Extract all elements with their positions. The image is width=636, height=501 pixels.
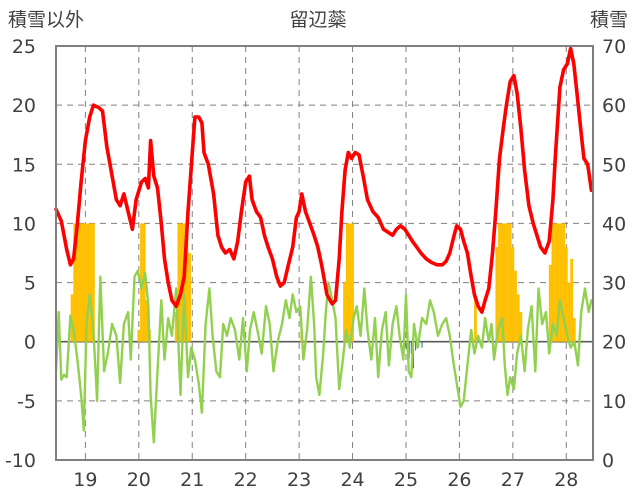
x-tick-label: 21 [180,469,204,491]
right-tick-label: 30 [602,273,626,295]
orange-bar [503,223,507,342]
right-tick-label: 50 [602,154,626,176]
right-tick-label: 60 [602,95,626,117]
right-tick-label: 10 [602,391,626,413]
orange-bar [548,264,552,342]
orange-bar [562,223,566,342]
orange-bar [86,223,90,342]
left-tick-label: 5 [24,273,36,295]
right-tick-label: 70 [602,36,626,58]
orange-bar [572,318,576,342]
plot-frame [55,45,594,461]
orange-bar [92,223,95,342]
blue-bar [408,341,410,359]
bar-series [70,223,576,369]
x-tick-label: 25 [394,469,418,491]
left-axis-ticks: -10 -5 0 5 10 15 20 25 [5,36,36,472]
orange-bar [567,282,571,342]
orange-bar [559,223,563,342]
orange-bar [137,329,141,342]
x-axis-ticks: 19 20 21 22 23 24 25 26 27 28 [73,469,578,491]
x-tick-label: 19 [73,469,97,491]
orange-bar [142,223,146,342]
right-tick-label: 0 [602,450,614,472]
orange-bar [78,223,82,342]
orange-bar [516,294,520,342]
orange-bar [185,223,189,342]
orange-bar [514,270,517,342]
blue-bar [410,341,412,354]
orange-bar [345,223,349,342]
right-axis-ticks: 0 10 20 30 40 50 60 70 [602,36,626,472]
orange-bar [174,312,178,342]
x-tick-label: 20 [127,469,151,491]
orange-bar [551,223,555,342]
orange-bar [351,223,354,342]
x-tick-label: 26 [447,469,471,491]
blue-bar [421,341,423,348]
chart-title: 留辺蘂 [289,9,346,31]
orange-bar [75,223,79,342]
orange-bar [495,247,499,342]
orange-bar [564,247,568,342]
orange-bar [508,223,512,342]
x-tick-label: 28 [554,469,578,491]
orange-bar [474,300,477,342]
blue-bar [415,341,417,351]
left-axis-label: 積雪以外 [8,9,84,31]
left-tick-label: -5 [17,391,36,413]
orange-bar [73,223,77,342]
orange-bar [343,282,346,342]
orange-bar [81,223,85,342]
orange-bar [506,223,509,342]
orange-bar [554,223,557,342]
left-tick-label: 15 [12,154,36,176]
orange-bar [519,312,523,342]
left-tick-label: 10 [12,213,36,235]
orange-bar [500,223,504,342]
left-tick-label: 25 [12,36,36,58]
orange-bar [556,223,560,342]
left-tick-label: 20 [12,95,36,117]
x-tick-label: 24 [340,469,364,491]
orange-bar [83,223,87,342]
right-tick-label: 20 [602,332,626,354]
orange-bar [145,300,149,342]
right-axis-label: 積雪 [590,9,628,31]
orange-bar [177,223,181,342]
left-tick-label: 0 [24,332,36,354]
orange-bar [188,253,191,342]
green-line [54,269,593,444]
x-tick-label: 23 [287,469,311,491]
red-line [54,46,594,314]
orange-bar [89,223,93,342]
orange-bar [570,258,574,342]
line-series [54,46,594,444]
orange-bar [348,223,352,342]
x-tick-label: 22 [234,469,258,491]
x-tick-label: 27 [501,469,525,491]
left-tick-label: -10 [5,450,36,472]
orange-bar [498,223,501,342]
right-tick-label: 40 [602,213,626,235]
orange-bar [511,247,515,342]
